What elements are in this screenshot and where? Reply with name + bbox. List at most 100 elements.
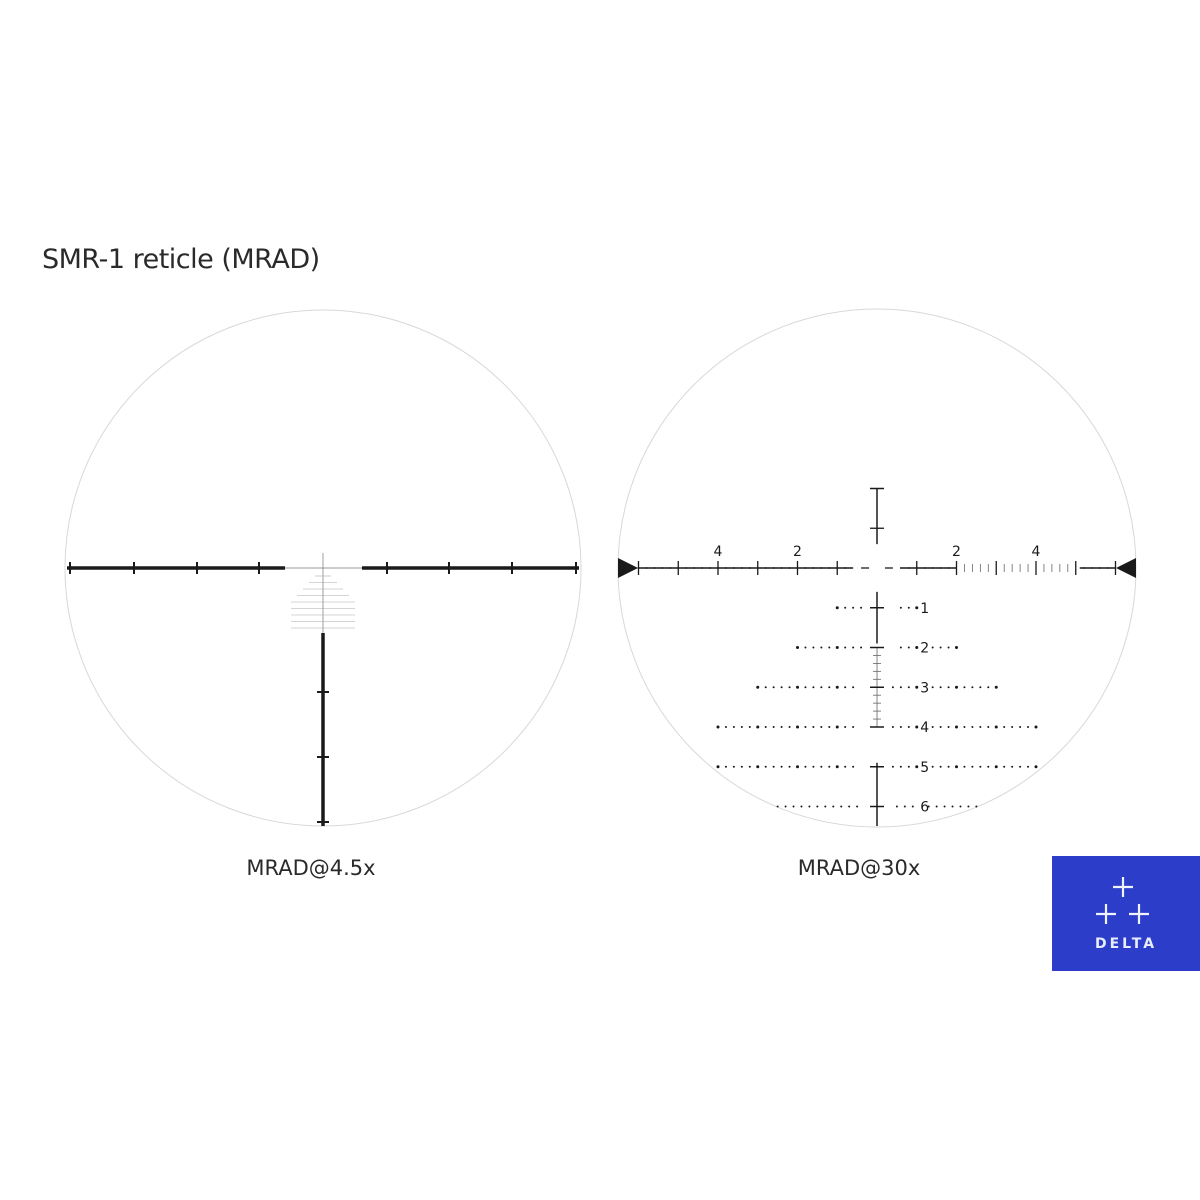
holdover-dot xyxy=(844,726,847,728)
holdover-dot xyxy=(1011,726,1014,728)
holdover-dot xyxy=(772,765,775,768)
holdover-dot xyxy=(931,726,934,728)
stadia-dot xyxy=(725,567,727,569)
page-title: SMR-1 reticle (MRAD) xyxy=(42,244,320,275)
holdover-dot xyxy=(732,765,735,768)
holdover-dot xyxy=(994,685,998,689)
stadia-dot xyxy=(1090,567,1093,569)
holdover-label: 2 xyxy=(920,641,929,657)
holdover-dot xyxy=(947,765,950,768)
windage-label: 2 xyxy=(952,544,961,560)
holdover-dot xyxy=(835,685,839,689)
holdover-dot xyxy=(1003,765,1006,768)
holdover-dot xyxy=(820,765,823,768)
holdover-dot xyxy=(756,725,760,729)
holdover-dot xyxy=(852,765,855,768)
stadia-dot xyxy=(836,567,839,569)
holdover-dot xyxy=(788,726,791,728)
holdover-dot xyxy=(835,765,839,769)
logo-text: DELTA xyxy=(1094,936,1158,952)
stadia-dot xyxy=(717,567,719,569)
holdover-dot xyxy=(911,805,914,808)
holdover-dot xyxy=(907,646,910,649)
holdover-dot xyxy=(907,765,910,768)
holdover-dot xyxy=(899,606,902,609)
stadia-dot xyxy=(740,567,743,569)
holdover-dot xyxy=(820,646,823,649)
holdover-dot xyxy=(796,646,799,649)
holdover-dot xyxy=(812,686,815,689)
caption-low-magnification: MRAD@4.5x xyxy=(246,856,376,880)
holdover-dot xyxy=(891,765,894,768)
holdover-dot xyxy=(979,765,982,768)
holdover-dot xyxy=(748,765,751,768)
holdover-dot xyxy=(828,686,831,689)
holdover-dot xyxy=(784,805,787,808)
holdover-dot xyxy=(915,725,919,729)
holdover-dot xyxy=(971,765,974,768)
holdover-dot xyxy=(772,726,775,728)
holdover-dot xyxy=(748,726,751,728)
holdover-dot xyxy=(780,726,783,728)
stadia-dot xyxy=(812,567,815,569)
holdover-dot xyxy=(1027,726,1030,728)
holdover-dot xyxy=(812,765,815,768)
holdover-dot xyxy=(963,726,966,728)
holdover-dot xyxy=(844,606,847,609)
holdover-dot xyxy=(776,805,779,808)
left-arrow-marker xyxy=(618,558,638,578)
holdover-dot xyxy=(788,765,791,768)
holdover-dot xyxy=(994,725,998,729)
stadia-dot xyxy=(828,567,831,569)
holdover-dot xyxy=(852,606,855,609)
holdover-dot xyxy=(1003,726,1006,728)
holdover-dot xyxy=(740,765,743,768)
holdover-dot xyxy=(804,646,807,649)
holdover-dot xyxy=(844,646,847,649)
holdover-dot xyxy=(852,726,855,728)
holdover-dot xyxy=(840,805,843,808)
delta-logo: DELTA xyxy=(1052,856,1200,971)
stadia-dot xyxy=(653,567,656,569)
holdover-dot xyxy=(756,685,760,689)
holdover-dot xyxy=(971,726,974,728)
holdover-dot xyxy=(955,765,958,769)
holdover-dot xyxy=(943,805,946,808)
stadia-dot xyxy=(1106,567,1109,569)
holdover-dot xyxy=(796,765,799,769)
holdover-dot xyxy=(812,726,815,728)
stadia-dot xyxy=(748,567,751,569)
right-arrow-marker xyxy=(1116,558,1136,578)
holdover-dot xyxy=(931,686,934,689)
holdover-dot xyxy=(907,606,910,609)
holdover-dot xyxy=(724,765,727,768)
holdover-dot xyxy=(764,686,767,689)
holdover-dot xyxy=(987,686,990,689)
holdover-dot xyxy=(927,805,930,808)
holdover-dot xyxy=(915,646,919,649)
holdover-dot xyxy=(804,686,807,689)
caption-high-magnification: MRAD@30x xyxy=(797,856,921,880)
holdover-dot xyxy=(804,726,807,728)
windage-label: 4 xyxy=(1032,544,1041,560)
holdover-dot xyxy=(955,646,958,649)
holdover-dot xyxy=(796,685,799,689)
holdover-dot xyxy=(1034,765,1038,769)
holdover-label: 4 xyxy=(920,720,929,736)
holdover-dot xyxy=(824,805,827,808)
holdover-dot xyxy=(828,726,831,728)
holdover-dot xyxy=(891,686,894,689)
windage-label: 4 xyxy=(714,544,723,560)
holdover-dot xyxy=(947,686,950,689)
holdover-dot xyxy=(808,805,811,808)
reticle-high-magnification: 1 2 3 4 5 6 4 2 2 4 xyxy=(617,308,1137,828)
stadia-dot xyxy=(820,567,823,569)
holdover-dot xyxy=(828,646,831,649)
holdover-dot xyxy=(812,646,815,649)
stadia-dot xyxy=(899,567,902,569)
holdover-dot xyxy=(796,725,799,729)
stadia-dot xyxy=(796,567,799,569)
holdover-dot xyxy=(1019,726,1022,728)
stadia-dot xyxy=(677,567,680,569)
